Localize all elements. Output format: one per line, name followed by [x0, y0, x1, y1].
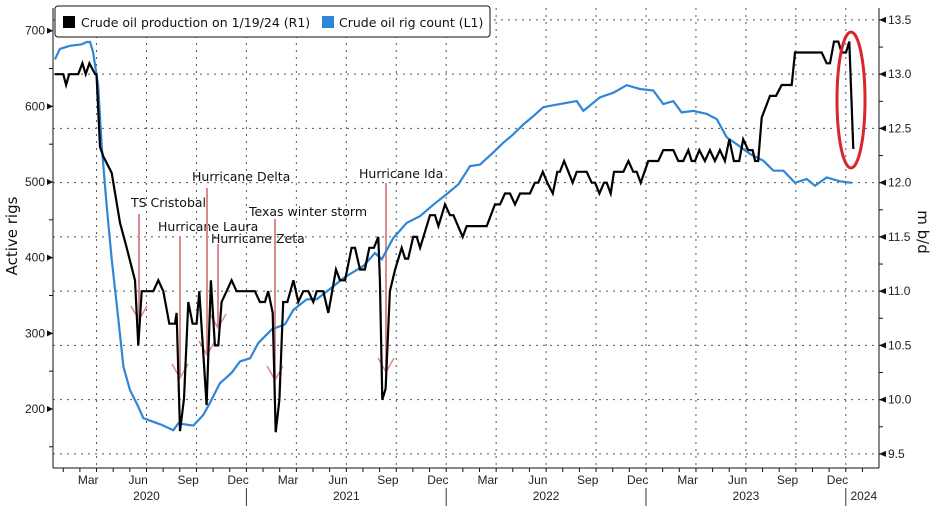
gridlines — [53, 8, 879, 468]
month-label: Mar — [677, 473, 698, 487]
axes: 700 600 500 400 300 200 13.5 13.0 12.5 12.0 11.5 11… — [25, 8, 912, 506]
month-label: Sep — [377, 473, 399, 487]
month-label: Jun — [128, 473, 147, 487]
right-tick-label: 12.0 — [888, 176, 912, 190]
right-tick-label: 10.5 — [888, 338, 912, 352]
year-label: 2023 — [733, 489, 760, 503]
left-tick-label: 700 — [25, 24, 45, 38]
production-line — [54, 40, 855, 433]
right-tick-label: 10.0 — [888, 393, 912, 407]
annotation-label: Hurricane Laura — [158, 219, 258, 234]
month-label: Sep — [777, 473, 799, 487]
annotations: TS Cristobal Hurricane Laura Hurricane Del… — [130, 166, 443, 382]
left-tick-label: 200 — [25, 402, 45, 416]
right-tick-label: 13.5 — [888, 13, 912, 27]
month-label: Sep — [577, 473, 599, 487]
month-label: Dec — [627, 473, 648, 487]
month-label: Jun — [728, 473, 747, 487]
legend-swatch-rig-count — [322, 16, 334, 28]
right-tick-label: 12.5 — [888, 121, 912, 135]
month-label: Dec — [827, 473, 848, 487]
right-tick-marker — [879, 125, 886, 132]
left-tick-marker — [47, 254, 53, 261]
legend-swatch-production — [63, 16, 75, 28]
left-tick-marker — [47, 330, 53, 337]
highlight-ellipse — [835, 30, 867, 170]
annotation-label: TS Cristobal — [130, 195, 206, 210]
month-label: Dec — [427, 473, 448, 487]
left-axis-title: Active rigs — [3, 196, 21, 275]
left-tick-label: 400 — [25, 251, 45, 265]
annotation-arrow-head — [198, 340, 216, 357]
right-axis-title: m b/d — [914, 210, 932, 253]
rig-count-line — [53, 40, 852, 432]
left-tick-label: 600 — [25, 99, 45, 113]
legend-label-production: Crude oil production on 1/19/24 (R1) — [81, 15, 310, 30]
right-tick-label: 13.0 — [888, 67, 912, 81]
right-tick-label: 11.5 — [888, 230, 911, 244]
series-lines — [53, 40, 855, 433]
left-tick-marker — [47, 405, 53, 412]
right-tick-label: 9.5 — [888, 447, 905, 461]
month-label: Sep — [177, 473, 199, 487]
right-tick-marker — [879, 71, 886, 78]
annotation-label: Hurricane Zeta — [211, 231, 305, 246]
year-label: 2024 — [850, 489, 877, 503]
year-label: 2022 — [533, 489, 560, 503]
right-tick-marker — [879, 342, 886, 349]
right-tick-marker — [879, 233, 886, 240]
legend: Crude oil production on 1/19/24 (R1) Cru… — [54, 5, 491, 38]
annotation-label: Hurricane Ida — [359, 166, 443, 181]
year-label: 2020 — [133, 489, 160, 503]
legend-box — [54, 5, 491, 38]
left-tick-label: 300 — [25, 326, 45, 340]
year-label: 2021 — [333, 489, 360, 503]
month-label: Mar — [477, 473, 498, 487]
right-tick-label: 11.0 — [888, 284, 911, 298]
right-tick-marker — [879, 179, 886, 186]
month-label: Mar — [278, 473, 299, 487]
right-tick-marker — [879, 396, 886, 403]
month-label: Jun — [328, 473, 347, 487]
left-tick-marker — [47, 103, 53, 110]
annotation-label: Hurricane Delta — [192, 169, 290, 184]
left-tick-label: 500 — [25, 175, 45, 189]
legend-label-rig-count: Crude oil rig count (L1) — [339, 15, 483, 30]
right-tick-marker — [879, 16, 886, 23]
month-label: Mar — [78, 473, 99, 487]
annotation-label: Texas winter storm — [248, 204, 367, 219]
left-tick-marker — [47, 27, 53, 34]
right-tick-marker — [879, 450, 886, 457]
month-label: Jun — [528, 473, 547, 487]
month-label: Dec — [227, 473, 248, 487]
right-tick-marker — [879, 288, 886, 295]
left-tick-marker — [47, 179, 53, 186]
